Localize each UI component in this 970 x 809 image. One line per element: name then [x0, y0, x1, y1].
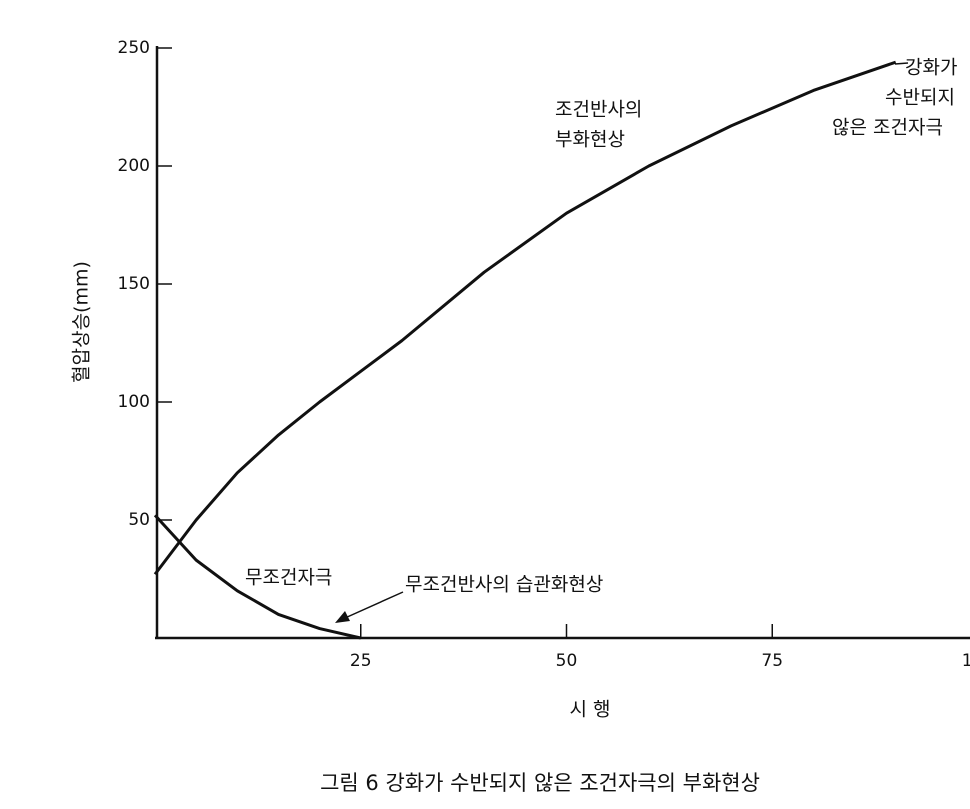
annotation: 부화현상 — [555, 129, 625, 151]
leader-line — [894, 62, 909, 65]
y-tick-label: 250 — [118, 38, 150, 58]
y-tick-label: 50 — [128, 510, 150, 530]
annotation: 수반되지 — [885, 87, 955, 109]
x-tick-label: 25 — [350, 651, 372, 671]
y-tick-label: 150 — [118, 274, 150, 294]
line-series — [153, 60, 897, 576]
annotation: 무조건반사의 습관화현상 — [405, 574, 603, 596]
x-tick-label: 75 — [761, 651, 783, 671]
x-tick-label: 100 — [962, 651, 970, 671]
arrow-head — [335, 611, 350, 623]
y-tick-label: 100 — [118, 392, 150, 412]
x-axis-label: 시 행 — [570, 699, 611, 721]
arrow-line — [344, 591, 404, 619]
annotation: 강화가 — [905, 57, 957, 79]
y-tick-label: 200 — [118, 156, 150, 176]
x-tick-label: 50 — [556, 651, 578, 671]
y-axis-label: 혈압상승(mm) — [71, 261, 93, 383]
annotation: 조건반사의 — [555, 99, 642, 121]
line-series — [153, 514, 362, 640]
caption: 그림 6 강화가 수반되지 않은 조건자극의 부화현상 — [320, 771, 760, 795]
annotation: 무조건자극 — [245, 567, 332, 589]
annotation: 않은 조건자극 — [832, 117, 943, 139]
